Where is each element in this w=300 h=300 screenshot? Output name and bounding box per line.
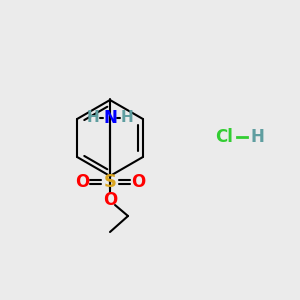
Text: H: H: [87, 110, 99, 125]
Text: Cl: Cl: [215, 128, 233, 146]
Text: O: O: [75, 173, 89, 191]
Text: N: N: [103, 109, 117, 127]
Text: H: H: [121, 110, 134, 125]
Text: S: S: [103, 173, 116, 191]
Text: O: O: [103, 191, 117, 209]
Text: H: H: [251, 128, 265, 146]
Text: O: O: [131, 173, 145, 191]
